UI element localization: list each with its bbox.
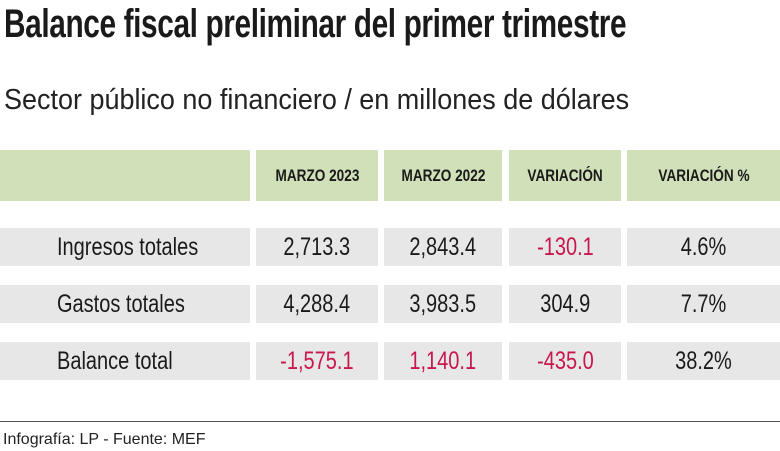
header-cell-empty xyxy=(0,150,250,201)
row-label-text: Gastos totales xyxy=(57,289,185,318)
table-cell: -130.1 xyxy=(509,228,621,266)
header-label: VARIACIÓN % xyxy=(657,165,750,185)
cell-value: 1,140.1 xyxy=(409,346,477,375)
page-subtitle: Sector público no financiero / en millon… xyxy=(4,84,630,116)
source-credit: Infografía: LP - Fuente: MEF xyxy=(3,431,206,448)
row-label: Balance total xyxy=(0,342,250,380)
header-marzo-2022: MARZO 2022 xyxy=(384,150,502,201)
table-cell: 2,713.3 xyxy=(256,228,378,266)
header-variacion: VARIACIÓN xyxy=(509,150,621,201)
header-variacion-pct: VARIACIÓN % xyxy=(627,150,780,201)
cell-value: 3,983.5 xyxy=(409,289,477,318)
cell-value: 4.6% xyxy=(680,232,727,261)
header-label: MARZO 2023 xyxy=(275,165,359,185)
header-label: MARZO 2022 xyxy=(401,165,485,185)
cell-value: 38.2% xyxy=(675,346,732,375)
cell-value: -435.0 xyxy=(536,346,594,375)
cell-value: 2,843.4 xyxy=(409,232,477,261)
cell-value: -130.1 xyxy=(536,232,594,261)
cell-value: -1,575.1 xyxy=(280,346,354,375)
table-cell: 3,983.5 xyxy=(384,285,502,323)
table-cell: 38.2% xyxy=(627,342,780,380)
table-cell: 4.6% xyxy=(627,228,780,266)
table-cell: 7.7% xyxy=(627,285,780,323)
footer-divider xyxy=(0,421,780,422)
row-label-text: Balance total xyxy=(57,346,173,375)
table-cell: 1,140.1 xyxy=(384,342,502,380)
row-label: Ingresos totales xyxy=(0,228,250,266)
cell-value: 2,713.3 xyxy=(283,232,351,261)
header-label: VARIACIÓN xyxy=(527,165,603,185)
cell-value: 304.9 xyxy=(539,289,591,318)
page-title: Balance fiscal preliminar del primer tri… xyxy=(4,2,627,46)
table-cell: -1,575.1 xyxy=(256,342,378,380)
row-label-text: Ingresos totales xyxy=(57,232,199,261)
table-cell: 2,843.4 xyxy=(384,228,502,266)
table-cell: 304.9 xyxy=(509,285,621,323)
table-cell: -435.0 xyxy=(509,342,621,380)
header-marzo-2023: MARZO 2023 xyxy=(256,150,378,201)
table-cell: 4,288.4 xyxy=(256,285,378,323)
row-label: Gastos totales xyxy=(0,285,250,323)
cell-value: 4,288.4 xyxy=(283,289,351,318)
cell-value: 7.7% xyxy=(680,289,727,318)
